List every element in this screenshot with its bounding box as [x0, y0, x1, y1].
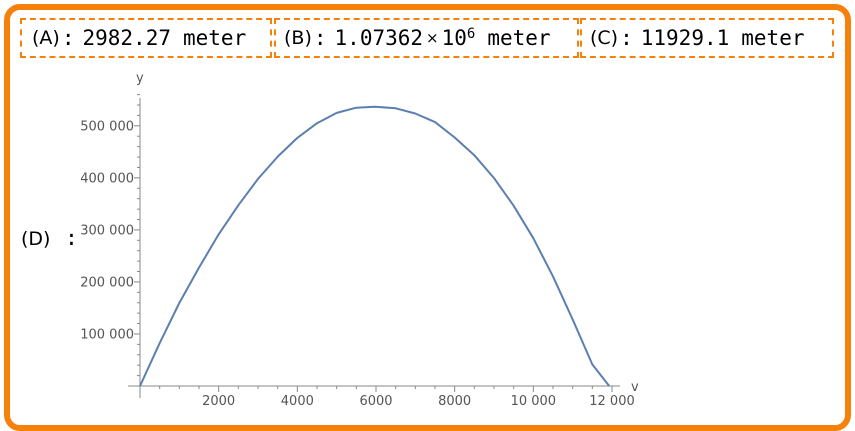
result-b-mantissa: 1.07362 — [334, 26, 424, 50]
result-b-label: (B) — [284, 27, 312, 49]
result-b-times: × — [426, 29, 439, 47]
x-tick-label: 12 000 — [589, 394, 635, 409]
x-tick-label: 8000 — [438, 394, 471, 409]
x-tick-label: 2000 — [202, 394, 235, 409]
x-tick-label: 6000 — [359, 394, 392, 409]
result-a-separator: : — [61, 26, 75, 50]
x-axis-label: v — [631, 380, 639, 395]
y-tick-label: 400 000 — [80, 171, 134, 186]
y-axis-label: y — [136, 71, 144, 86]
y-tick-label: 200 000 — [80, 275, 134, 290]
output-frame — [4, 4, 851, 431]
result-b-exponent: 6 — [466, 26, 476, 42]
result-b-unit: meter — [487, 26, 551, 50]
result-c-box: (C) : 11929.1 meter — [580, 18, 834, 58]
y-tick-label: 300 000 — [80, 223, 134, 238]
y-tick-label: 500 000 — [80, 119, 134, 134]
series-curve — [139, 105, 610, 387]
result-d-label: (D) — [21, 228, 51, 250]
x-tick-label: 10 000 — [511, 394, 557, 409]
result-b-separator: : — [313, 26, 327, 50]
result-a-label: (A) — [32, 27, 60, 49]
result-a-unit: meter — [183, 26, 247, 50]
result-b-box: (B) : 1.07362 × 10 6 meter — [274, 18, 579, 58]
chart-axes — [128, 98, 620, 398]
result-a-value: 2982.27 — [82, 26, 171, 50]
result-b-base: 10 — [441, 26, 467, 50]
y-tick-label: 100 000 — [80, 327, 134, 342]
result-d-separator: : — [65, 226, 78, 250]
result-c-separator: : — [620, 26, 633, 50]
chart-ticks: 2000 4000 6000 8000 10 000 12 000 100 000 200 0… — [80, 94, 635, 409]
result-c-value: 11929.1 — [640, 26, 730, 50]
result-c-label: (C) — [590, 27, 619, 49]
result-c-unit: meter — [741, 26, 805, 50]
x-tick-label: 4000 — [281, 394, 314, 409]
result-a-box: (A) : 2982.27 meter — [20, 18, 272, 58]
result-d-label-row: (D) : — [21, 226, 78, 250]
